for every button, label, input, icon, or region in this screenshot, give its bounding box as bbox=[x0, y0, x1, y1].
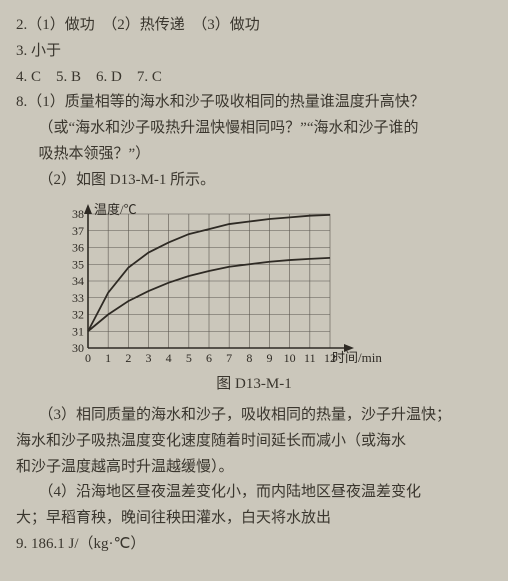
answer-q8-1a: 8.（1）质量相等的海水和沙子吸收相同的热量谁温度升高快？ bbox=[16, 90, 492, 115]
answer-q2: 2.（1）做功 （2）热传递 （3）做功 bbox=[16, 13, 492, 38]
figure-caption: 图 D13-M-1 bbox=[16, 372, 492, 397]
svg-text:9: 9 bbox=[267, 351, 273, 365]
svg-text:2: 2 bbox=[125, 351, 131, 365]
answer-q8-1c: 吸热本领强？”） bbox=[16, 142, 492, 167]
answer-q8-3c: 和沙子温度越高时升温越缓慢）。 bbox=[16, 455, 492, 480]
svg-text:33: 33 bbox=[72, 291, 84, 305]
svg-text:32: 32 bbox=[72, 308, 84, 322]
svg-text:5: 5 bbox=[186, 351, 192, 365]
answer-q8-3b: 海水和沙子吸热温度变化速度随着时间延长而减小（或海水 bbox=[16, 429, 492, 454]
svg-text:4: 4 bbox=[166, 351, 172, 365]
svg-text:时间/min: 时间/min bbox=[332, 350, 382, 365]
svg-text:0: 0 bbox=[85, 351, 91, 365]
temperature-chart: 3031323334353637380123456789101112温度/℃时间… bbox=[50, 200, 390, 370]
svg-text:3: 3 bbox=[146, 351, 152, 365]
svg-text:6: 6 bbox=[206, 351, 212, 365]
svg-text:37: 37 bbox=[72, 224, 84, 238]
svg-text:35: 35 bbox=[72, 258, 84, 272]
answer-q4-7: 4. C 5. B 6. D 7. C bbox=[16, 65, 492, 90]
svg-text:38: 38 bbox=[72, 207, 84, 221]
svg-text:7: 7 bbox=[226, 351, 232, 365]
chart-figure: 3031323334353637380123456789101112温度/℃时间… bbox=[50, 200, 492, 370]
svg-text:30: 30 bbox=[72, 341, 84, 355]
svg-text:10: 10 bbox=[284, 351, 296, 365]
svg-text:31: 31 bbox=[72, 325, 84, 339]
answer-q8-1b: （或“海水和沙子吸热升温快慢相同吗？”“海水和沙子谁的 bbox=[16, 116, 492, 141]
svg-text:8: 8 bbox=[246, 351, 252, 365]
svg-text:温度/℃: 温度/℃ bbox=[94, 202, 137, 217]
answer-q8-3a: （3）相同质量的海水和沙子，吸收相同的热量，沙子升温快； bbox=[16, 403, 492, 428]
svg-text:34: 34 bbox=[72, 274, 84, 288]
svg-text:11: 11 bbox=[304, 351, 316, 365]
svg-text:1: 1 bbox=[105, 351, 111, 365]
answer-q8-4b: 大；早稻育秧，晚间往秧田灌水，白天将水放出 bbox=[16, 506, 492, 531]
answer-q8-4a: （4）沿海地区昼夜温差变化小，而内陆地区昼夜温差变化 bbox=[16, 480, 492, 505]
answer-q8-2: （2）如图 D13-M-1 所示。 bbox=[16, 168, 492, 193]
answer-q9: 9. 186.1 J/（kg·℃） bbox=[16, 532, 492, 557]
svg-text:36: 36 bbox=[72, 241, 84, 255]
answer-q3: 3. 小于 bbox=[16, 39, 492, 64]
